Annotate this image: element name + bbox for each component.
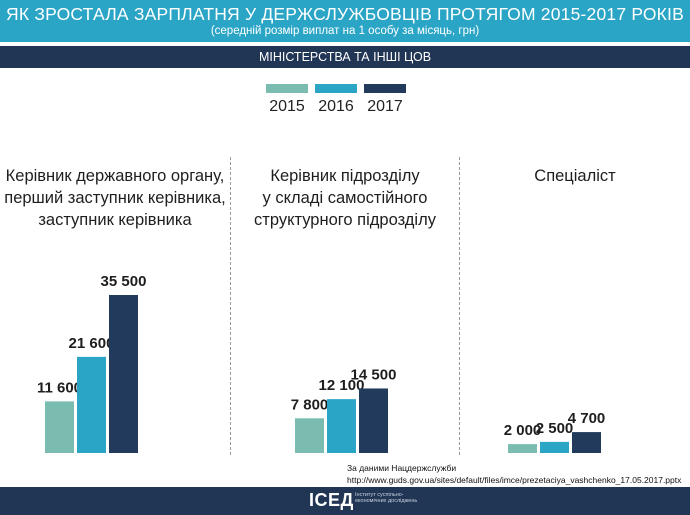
data-label: 21 600 xyxy=(69,335,115,352)
data-label: 2 000 xyxy=(504,422,542,439)
logo-caption: Інститут суспільно-економічних досліджен… xyxy=(355,492,418,504)
category-title-line: Керівник державного органу, xyxy=(5,167,225,185)
bar-2015-group-2 xyxy=(295,418,324,453)
bar-2016-group-3 xyxy=(540,441,569,453)
section-band-label: МІНІСТЕРСТВА ТА ІНШІ ЦОВ xyxy=(258,50,432,64)
source-line: За даними Нацдержслужби xyxy=(347,463,457,473)
legend-label-2016: 2016 xyxy=(318,98,354,115)
category-title-line: структурного підрозділу xyxy=(254,211,436,229)
legend-swatch-2015 xyxy=(266,84,308,93)
page-subtitle: (середній розмір виплат на 1 особу за мі… xyxy=(210,25,480,37)
legend-label-2015: 2015 xyxy=(269,98,305,115)
header: ЯК ЗРОСТАЛА ЗАРПЛАТНЯ У ДЕРЖСЛУЖБОВЦІВ П… xyxy=(0,0,690,42)
section-band: МІНІСТЕРСТВА ТА ІНШІ ЦОВ xyxy=(0,46,690,68)
legend-swatch-2016 xyxy=(315,84,357,93)
bar-2015-group-1 xyxy=(45,401,74,453)
source-link[interactable]: http://www.guds.gov.ua/sites/default/fil… xyxy=(347,475,682,485)
bar-2017-group-3 xyxy=(572,432,601,453)
data-label: 12 100 xyxy=(319,377,365,394)
category-title-line: перший заступник керівника, xyxy=(4,189,226,207)
category-title-2: Керівник підрозділу у складі самостійног… xyxy=(235,165,455,231)
category-title-line: заступник керівника xyxy=(38,211,192,229)
legend-item-2016: 2016 xyxy=(306,84,366,116)
bar-2017-group-2 xyxy=(359,388,388,453)
category-title-3: Спеціаліст xyxy=(462,165,688,187)
data-label: 14 500 xyxy=(351,366,397,383)
legend-swatch-2017 xyxy=(364,84,406,93)
legend-item-2017: 2017 xyxy=(355,84,415,116)
bar-2016-group-1 xyxy=(77,356,106,453)
category-title-line: Спеціаліст xyxy=(534,167,616,185)
panel-divider xyxy=(459,157,460,455)
data-label: 2 500 xyxy=(536,420,574,437)
legend-label-2017: 2017 xyxy=(367,98,403,115)
legend-item-2015: 2015 xyxy=(257,84,317,116)
bar-2017-group-1 xyxy=(109,295,138,453)
source-note: За даними Нацдержслужби http://www.guds.… xyxy=(347,462,681,486)
legend: 2015 2016 2017 xyxy=(0,84,690,124)
category-title-line: Керівник підрозділу xyxy=(270,167,420,185)
data-label: 11 600 xyxy=(37,379,82,396)
data-label: 7 800 xyxy=(291,396,329,413)
panel-divider xyxy=(230,157,231,455)
data-label: 4 700 xyxy=(568,410,606,427)
category-title-1: Керівник державного органу, перший засту… xyxy=(2,165,228,231)
footer: ІСЕД Інститут суспільно-економічних досл… xyxy=(0,487,690,515)
logo: ІСЕД xyxy=(309,490,354,510)
category-title-line: у складі самостійного xyxy=(262,189,428,207)
page-title: ЯК ЗРОСТАЛА ЗАРПЛАТНЯ У ДЕРЖСЛУЖБОВЦІВ П… xyxy=(6,4,684,24)
bar-2016-group-2 xyxy=(327,399,356,453)
data-label: 35 500 xyxy=(101,273,147,290)
bar-2015-group-3 xyxy=(508,444,537,453)
